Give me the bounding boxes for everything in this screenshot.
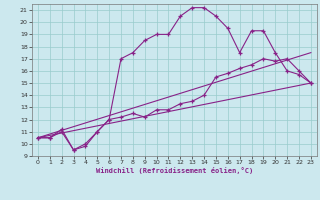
X-axis label: Windchill (Refroidissement éolien,°C): Windchill (Refroidissement éolien,°C) xyxy=(96,167,253,174)
